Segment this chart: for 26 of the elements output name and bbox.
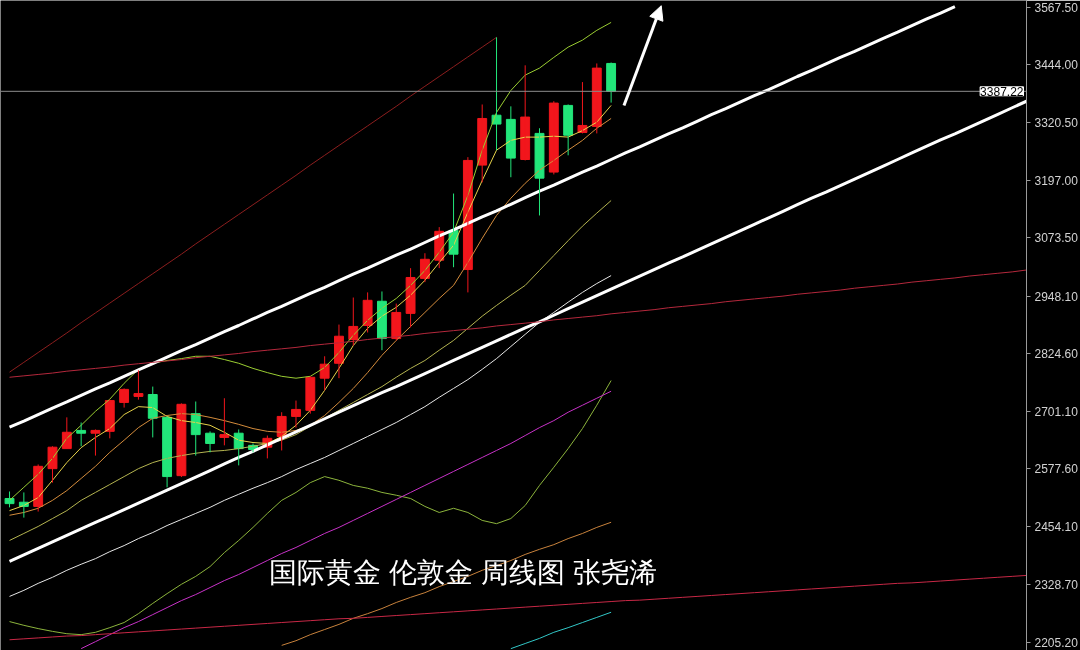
y-tick-label: 3567.50 [1034,0,1079,15]
candlestick [4,491,15,508]
text: 国际黄金 伦敦金 周线图 张尧浠 [269,557,657,588]
y-tick-label: 2454.10 [1034,519,1079,534]
line-series [8,5,957,429]
y-tick-label: 3197.00 [1034,173,1079,188]
y-tick-label: 3320.50 [1034,115,1079,130]
y-tick-label: 2205.20 [1034,635,1079,650]
y-tick-label: 3444.00 [1034,58,1079,73]
candlestick [133,369,144,401]
line-series [510,611,612,650]
ref-line-label: 3387.22 [980,84,1024,99]
y-tick-label: 2701.10 [1034,404,1079,419]
candlestick [219,397,230,446]
y-tick-label: 2948.10 [1034,289,1079,304]
candlestick [47,445,58,484]
line-series [9,200,612,541]
y-tick-label: 3073.50 [1034,231,1079,246]
y-tick-label: 2577.60 [1034,462,1079,477]
y-tick-label: 2824.60 [1034,347,1079,362]
line-series [9,36,498,373]
candlestick [405,267,416,328]
candlestick [90,428,101,457]
candlestick [534,127,545,216]
line-series [9,269,1027,378]
y-tick-label: 2328.70 [1034,578,1079,593]
